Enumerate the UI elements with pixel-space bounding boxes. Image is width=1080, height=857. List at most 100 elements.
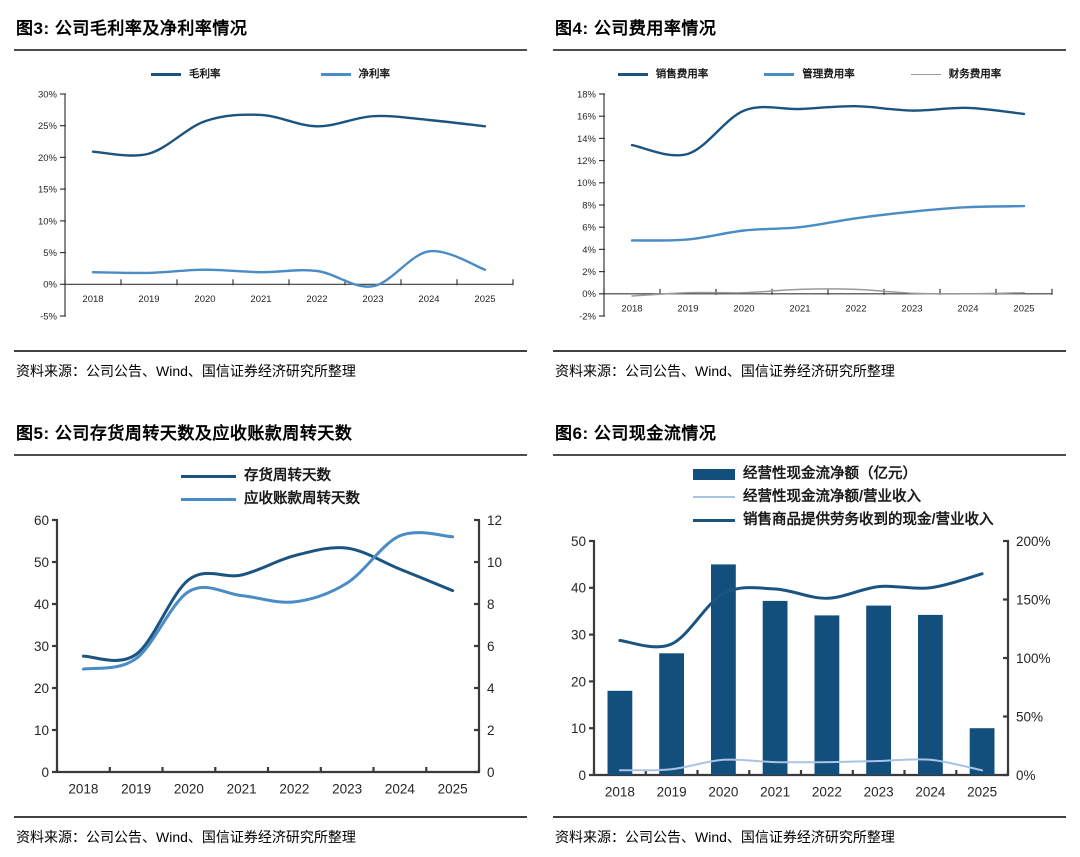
svg-text:6%: 6% (582, 223, 596, 234)
svg-text:2019: 2019 (656, 784, 686, 799)
svg-text:40: 40 (570, 580, 585, 595)
margin-line-chart: -5%0%5%10%15%20%25%30%2018 2019 2020 2021 20… (37, 90, 514, 323)
source-note-fig4: 资料来源：公司公告、Wind、国信证券经济研究所整理 (553, 349, 1066, 391)
y-axis-right: 0 2 4 6 8 10 12 (473, 513, 502, 780)
x-axis: 2018 2019 2020 2021 2022 2023 2024 2025 (602, 289, 1053, 315)
source-note-fig6: 资料来源：公司公告、Wind、国信证券经济研究所整理 (553, 816, 1066, 857)
svg-text:5%: 5% (43, 248, 57, 259)
svg-text:12: 12 (487, 513, 502, 528)
svg-text:2025: 2025 (967, 784, 997, 799)
bar (710, 564, 736, 775)
x-axis: 2018 2019 2020 2021 2022 2023 2024 2025 (55, 766, 480, 796)
legend-item: 存货周转天数 (181, 466, 331, 487)
svg-text:40: 40 (33, 597, 48, 612)
legend-item: 财务费用率 (910, 67, 1002, 82)
legend-item: 管理费用率 (764, 67, 855, 82)
svg-text:18%: 18% (576, 90, 596, 101)
svg-text:2024: 2024 (384, 781, 415, 796)
legend-label: 应收账款周转天数 (244, 490, 360, 507)
svg-text:15%: 15% (37, 185, 57, 196)
line-swatch-icon (693, 496, 735, 499)
source-note-fig3: 资料来源：公司公告、Wind、国信证券经济研究所整理 (14, 349, 527, 391)
svg-text:14%: 14% (576, 134, 596, 145)
svg-text:2019: 2019 (121, 781, 151, 796)
svg-text:0: 0 (487, 765, 495, 780)
svg-text:-2%: -2% (579, 312, 596, 323)
panel-fig4-expense-chart: 图4: 公司费用率情况 销售费用率 管理费用率 财务费用率 -2% 0% 2% 4% 6% 8… (553, 8, 1066, 391)
series-line-2 (630, 288, 1025, 297)
svg-text:50%: 50% (1016, 709, 1043, 724)
svg-text:12%: 12% (576, 156, 596, 167)
legend-item: 毛利率 (151, 67, 221, 82)
y-axis-left: -5% 0% 5% 10% 15% 20% 25% 30% (37, 90, 66, 323)
svg-text:2023: 2023 (863, 784, 893, 799)
legend-label: 财务费用率 (948, 68, 1002, 80)
line-swatch-icon (693, 518, 735, 522)
svg-text:2018: 2018 (604, 784, 634, 799)
y-axis-left: -2% 0% 2% 4% 6% 8% 10% 12% 14% 16% 18% (576, 90, 605, 323)
chart-legend-fig4: 销售费用率 管理费用率 财务费用率 (617, 67, 1002, 82)
line-swatch-icon (617, 73, 648, 76)
line-swatch-icon (181, 474, 236, 478)
legend-label: 销售商品提供劳务收到的现金/营业收入 (743, 511, 994, 528)
series-line-1 (81, 530, 454, 671)
series-line-1 (630, 205, 1025, 242)
svg-text:0%: 0% (582, 289, 596, 300)
bar-swatch-icon (693, 468, 735, 480)
legend-label: 经营性现金流净额（亿元） (743, 465, 917, 482)
chart-title-fig3: 图3: 公司毛利率及净利率情况 (14, 8, 527, 51)
legend-label: 净利率 (358, 68, 391, 80)
svg-text:-5%: -5% (40, 312, 57, 323)
expense-line-chart: -2% 0% 2% 4% 6% 8% 10% 12% 14% 16% 18% 2018 2019 2020… (576, 90, 1053, 323)
svg-text:20: 20 (570, 674, 585, 689)
svg-text:8%: 8% (582, 201, 596, 212)
legend-item: 净利率 (320, 67, 391, 82)
legend-label: 销售费用率 (655, 68, 709, 80)
svg-text:2024: 2024 (957, 304, 978, 315)
svg-text:2022: 2022 (279, 781, 309, 796)
svg-text:10: 10 (487, 555, 502, 570)
svg-text:2022: 2022 (811, 784, 841, 799)
svg-text:2019: 2019 (138, 294, 159, 305)
svg-text:10: 10 (33, 723, 48, 738)
y-axis-left: 0 10 20 30 40 50 (570, 534, 595, 783)
svg-text:2020: 2020 (173, 781, 203, 796)
chart-title-fig5: 图5: 公司存货周转天数及应收账款周转天数 (14, 413, 527, 456)
svg-text:2023: 2023 (362, 294, 383, 305)
line-swatch-icon (181, 497, 236, 501)
bar (762, 600, 787, 775)
y-axis-right: 0% 50% 100% 150% 200% (1002, 534, 1051, 783)
line-swatch-icon (764, 73, 795, 76)
svg-text:20: 20 (33, 681, 48, 696)
svg-text:2024: 2024 (418, 294, 439, 305)
svg-text:10%: 10% (37, 217, 57, 228)
svg-text:2020: 2020 (733, 304, 754, 315)
svg-text:2022: 2022 (845, 304, 866, 315)
x-axis: 2018 2019 2020 2021 2022 2023 2024 2025 (592, 769, 1009, 799)
svg-text:20%: 20% (37, 153, 57, 164)
bar (969, 727, 994, 775)
svg-text:4: 4 (487, 681, 495, 696)
svg-text:50: 50 (570, 534, 585, 549)
legend-label: 经营性现金流净额/营业收入 (743, 488, 922, 505)
svg-text:16%: 16% (576, 112, 596, 123)
svg-text:4%: 4% (582, 245, 596, 256)
svg-text:8: 8 (487, 597, 495, 612)
svg-text:30: 30 (570, 627, 585, 642)
legend-item: 经营性现金流净额（亿元） (693, 464, 917, 485)
bar (607, 690, 632, 775)
svg-text:100%: 100% (1016, 651, 1051, 666)
bar (865, 605, 891, 775)
series-line-0 (81, 545, 454, 662)
bar (917, 614, 943, 775)
line-swatch-icon (320, 73, 351, 76)
svg-text:2025: 2025 (437, 781, 467, 796)
svg-text:0%: 0% (1016, 768, 1036, 783)
chart-legend-fig6: 经营性现金流净额（亿元） 经营性现金流净额/营业收入销售商品提供劳务收到的现金/营… (693, 464, 994, 531)
bar (658, 652, 684, 775)
svg-text:2018: 2018 (68, 781, 98, 796)
x-axis: 2018 2019 2020 2021 2022 2023 2024 2025 (63, 279, 514, 305)
svg-text:0: 0 (578, 768, 586, 783)
